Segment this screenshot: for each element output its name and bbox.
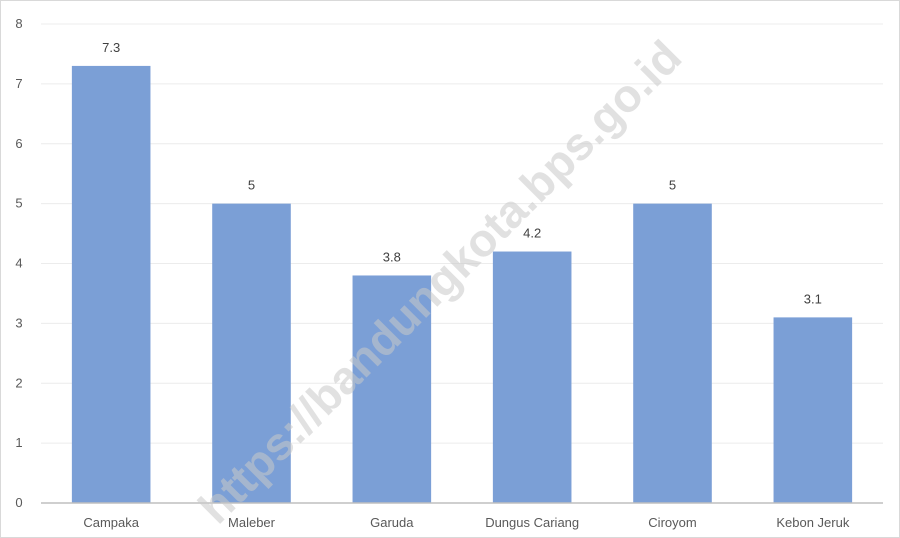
y-tick-label: 2 [15,375,22,390]
x-tick-label: Campaka [83,515,139,530]
x-axis-ticks: Campaka Maleber Garuda Dungus Cariang Ciroyo… [83,515,849,530]
data-label: 7.3 [102,40,120,55]
y-tick-label: 4 [15,256,22,271]
x-tick-label: Dungus Cariang [485,515,579,530]
data-label: 5 [248,178,255,193]
x-tick-label: Maleber [228,515,276,530]
bar-maleber [212,203,291,503]
bar-kebon-jeruk [773,317,853,503]
data-label: 4.2 [523,226,541,241]
data-labels: 7.3 5 3.8 4.2 5 3.1 [102,40,822,306]
bar-campaka [71,65,151,503]
x-tick-label: Ciroyom [648,515,696,530]
x-tick-label: Kebon Jeruk [776,515,849,530]
y-tick-label: 6 [15,136,22,151]
y-tick-label: 7 [15,76,22,91]
y-tick-label: 3 [15,315,22,330]
bars [71,65,853,503]
bar-ciroyom [633,203,712,503]
x-tick-label: Garuda [370,515,414,530]
y-tick-label: 8 [15,16,22,31]
data-label: 3.1 [804,291,822,306]
y-tick-label: 0 [15,495,22,510]
data-label: 3.8 [383,249,401,264]
y-tick-label: 5 [15,196,22,211]
data-label: 5 [669,178,676,193]
gridlines [41,23,883,444]
bar-dungus-cariang [492,251,572,503]
bar-garuda [352,275,432,503]
y-tick-label: 1 [15,435,22,450]
y-axis-ticks: 0 1 2 3 4 5 6 7 8 [15,16,22,510]
